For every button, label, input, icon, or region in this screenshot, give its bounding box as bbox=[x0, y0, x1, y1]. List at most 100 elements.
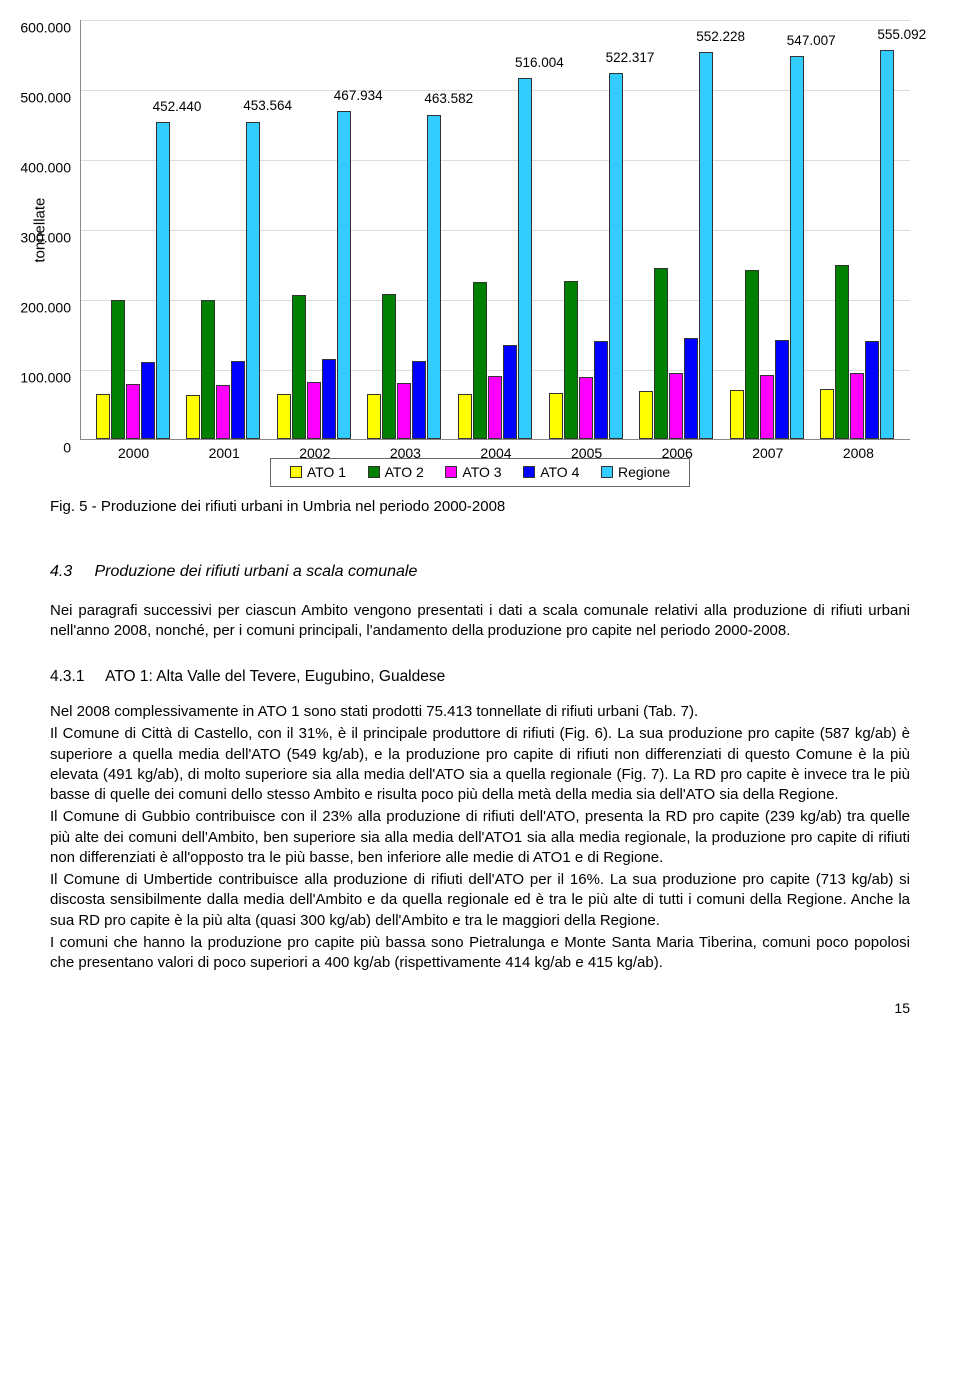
bar-group: 2006 bbox=[639, 52, 715, 439]
grid-line bbox=[81, 20, 910, 21]
bar bbox=[654, 268, 668, 440]
bar-group: 2002 bbox=[277, 111, 353, 439]
bar bbox=[549, 393, 563, 439]
bar bbox=[458, 394, 472, 440]
x-tick-label: 2002 bbox=[277, 444, 353, 463]
chart-caption: Fig. 5 - Produzione dei rifiuti urbani i… bbox=[50, 497, 910, 517]
x-tick-label: 2006 bbox=[639, 444, 715, 463]
bar bbox=[850, 373, 864, 439]
bar bbox=[684, 338, 698, 440]
bar bbox=[141, 362, 155, 439]
bar bbox=[835, 265, 849, 439]
legend-label: ATO 3 bbox=[462, 463, 501, 482]
legend-item: Regione bbox=[601, 463, 670, 482]
subsection-paragraph: Il Comune di Città di Castello, con il 3… bbox=[50, 724, 910, 805]
section-heading: 4.3 Produzione dei rifiuti urbani a scal… bbox=[50, 561, 910, 583]
legend-label: Regione bbox=[618, 463, 670, 482]
subsection-number: 4.3.1 bbox=[50, 668, 84, 685]
x-tick-label: 2005 bbox=[549, 444, 625, 463]
bar bbox=[412, 361, 426, 439]
legend-swatch bbox=[368, 466, 380, 478]
bar bbox=[382, 294, 396, 439]
legend-item: ATO 1 bbox=[290, 463, 346, 482]
bar bbox=[639, 391, 653, 439]
bar bbox=[186, 395, 200, 439]
bar bbox=[201, 300, 215, 439]
subsection-paragraph: Il Comune di Gubbio contribuisce con il … bbox=[50, 807, 910, 868]
x-tick-label: 2003 bbox=[367, 444, 443, 463]
bar bbox=[820, 389, 834, 439]
legend-label: ATO 1 bbox=[307, 463, 346, 482]
y-tick-label: 600.000 bbox=[11, 19, 71, 38]
section-number: 4.3 bbox=[50, 563, 72, 580]
bar-value-label: 552.228 bbox=[696, 28, 745, 46]
bar bbox=[730, 390, 744, 439]
bar-group: 2001 bbox=[186, 122, 262, 439]
bar-value-label: 516.004 bbox=[515, 54, 564, 72]
legend-swatch bbox=[445, 466, 457, 478]
y-tick-label: 100.000 bbox=[11, 369, 71, 388]
bar bbox=[427, 115, 441, 440]
bar bbox=[488, 376, 502, 439]
bar bbox=[699, 52, 713, 439]
legend-label: ATO 2 bbox=[385, 463, 424, 482]
bar bbox=[277, 394, 291, 440]
bar bbox=[337, 111, 351, 439]
x-tick-label: 2000 bbox=[96, 444, 172, 463]
subsection-heading: 4.3.1 ATO 1: Alta Valle del Tevere, Eugu… bbox=[50, 667, 910, 688]
y-tick-label: 300.000 bbox=[11, 229, 71, 248]
bar bbox=[246, 122, 260, 439]
page-number: 15 bbox=[50, 999, 910, 1018]
bar bbox=[397, 383, 411, 439]
bar-group: 2007 bbox=[730, 56, 806, 439]
bar bbox=[322, 359, 336, 440]
bar bbox=[609, 73, 623, 439]
bar-group: 2000 bbox=[96, 122, 172, 439]
bar-group: 2008 bbox=[820, 50, 896, 439]
legend-label: ATO 4 bbox=[540, 463, 579, 482]
bar-value-label: 555.092 bbox=[877, 26, 926, 44]
bar bbox=[307, 382, 321, 439]
bar bbox=[865, 341, 879, 439]
bar bbox=[503, 345, 517, 440]
bar bbox=[564, 281, 578, 439]
bar bbox=[156, 122, 170, 439]
bar-group: 2005 bbox=[549, 73, 625, 439]
bar bbox=[367, 394, 381, 439]
bar bbox=[669, 373, 683, 439]
legend-item: ATO 3 bbox=[445, 463, 501, 482]
bar-group: 2003 bbox=[367, 115, 443, 440]
bar bbox=[579, 377, 593, 439]
y-tick-label: 200.000 bbox=[11, 299, 71, 318]
bar bbox=[231, 361, 245, 439]
x-tick-label: 2007 bbox=[730, 444, 806, 463]
legend-swatch bbox=[290, 466, 302, 478]
bar-value-label: 547.007 bbox=[787, 32, 836, 50]
legend-item: ATO 4 bbox=[523, 463, 579, 482]
bar bbox=[760, 375, 774, 439]
chart-plot-area: 0100.000200.000300.000400.000500.000600.… bbox=[80, 20, 910, 440]
x-tick-label: 2004 bbox=[458, 444, 534, 463]
section-paragraph: Nei paragrafi successivi per ciascun Amb… bbox=[50, 601, 910, 642]
bar bbox=[518, 78, 532, 439]
bar bbox=[111, 300, 125, 439]
bar-group: 2004 bbox=[458, 78, 534, 439]
bar bbox=[880, 50, 894, 439]
x-tick-label: 2008 bbox=[820, 444, 896, 463]
bar-value-label: 452.440 bbox=[153, 98, 202, 116]
y-tick-label: 500.000 bbox=[11, 89, 71, 108]
y-tick-label: 400.000 bbox=[11, 159, 71, 178]
bar bbox=[126, 384, 140, 439]
bar bbox=[292, 295, 306, 439]
legend-item: ATO 2 bbox=[368, 463, 424, 482]
section-title: Produzione dei rifiuti urbani a scala co… bbox=[94, 563, 417, 580]
bar bbox=[216, 385, 230, 439]
bar bbox=[96, 394, 110, 439]
legend-swatch bbox=[601, 466, 613, 478]
bar bbox=[775, 340, 789, 439]
legend-swatch bbox=[523, 466, 535, 478]
x-tick-label: 2001 bbox=[186, 444, 262, 463]
subsection-paragraph: Il Comune di Umbertide contribuisce alla… bbox=[50, 870, 910, 931]
bar bbox=[473, 282, 487, 440]
bar-value-label: 467.934 bbox=[334, 87, 383, 105]
